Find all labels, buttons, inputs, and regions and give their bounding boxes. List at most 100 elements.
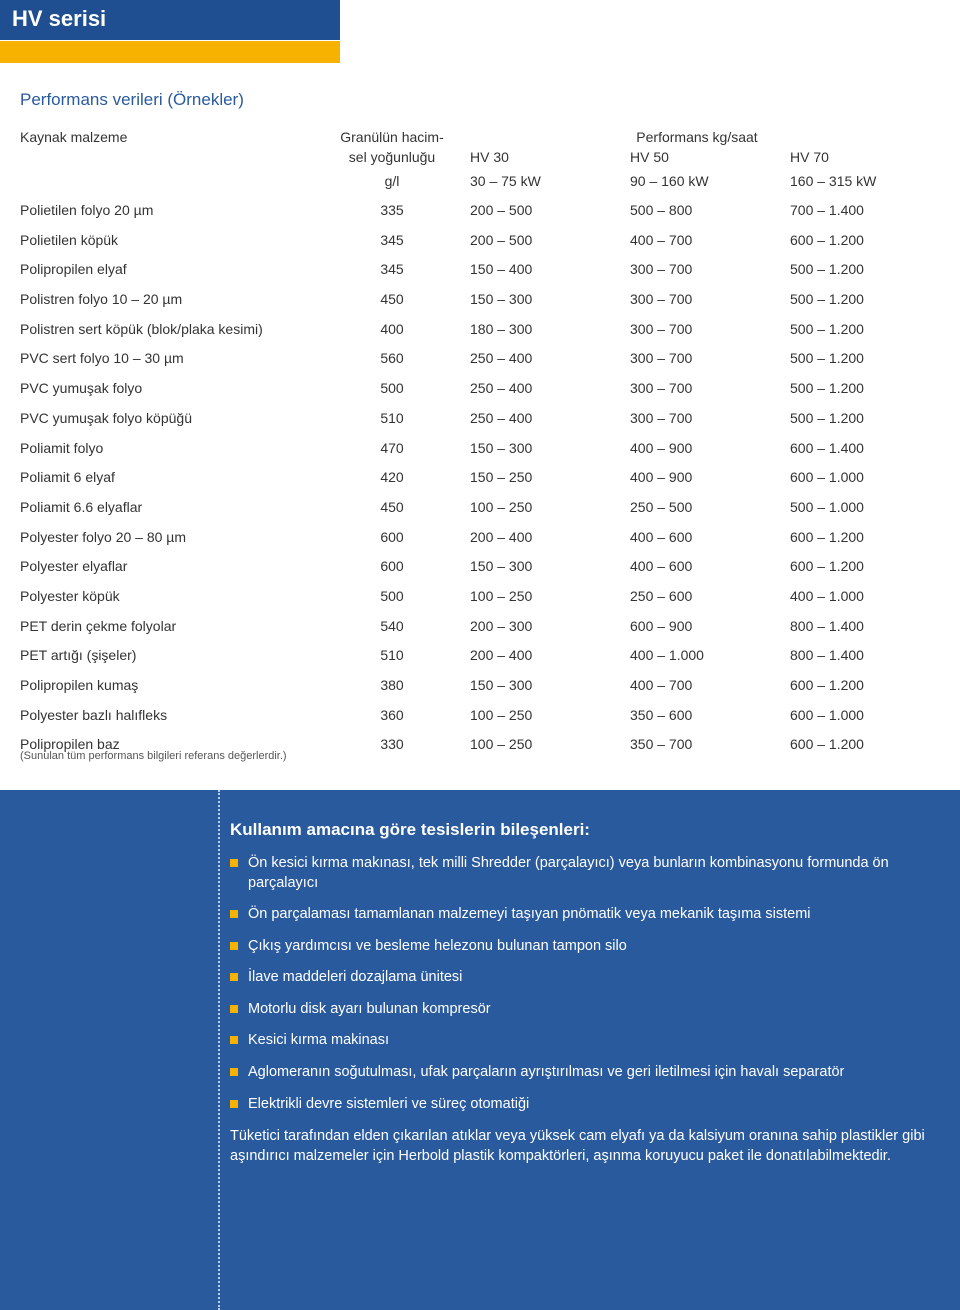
cell-hv30: 150 – 300 xyxy=(460,433,620,463)
cell-material: PET artığı (şişeler) xyxy=(20,641,330,671)
cell-hv30: 150 – 400 xyxy=(460,255,620,285)
cell-hv70: 600 – 1.200 xyxy=(780,225,940,255)
table-row: Polietilen folyo 20 µm335200 – 500500 – … xyxy=(20,194,940,226)
col-hv50a: HV 50 xyxy=(620,145,780,169)
series-title: HV serisi xyxy=(12,6,106,31)
cell-density: 470 xyxy=(330,433,460,463)
cell-hv30: 150 – 300 xyxy=(460,285,620,315)
page-subtitle: Performans verileri (Örnekler) xyxy=(20,90,244,110)
table-row: PET derin çekme folyolar540200 – 300600 … xyxy=(20,611,940,641)
cell-density: 345 xyxy=(330,225,460,255)
table-row: Polyester bazlı halıfleks360100 – 250350… xyxy=(20,700,940,730)
cell-hv70: 800 – 1.400 xyxy=(780,641,940,671)
dotted-separator xyxy=(218,790,220,1310)
table-row: PVC sert folyo 10 – 30 µm560250 – 400300… xyxy=(20,344,940,374)
cell-material: Polyester köpük xyxy=(20,581,330,611)
table-footnote: (Sunulan tüm performans bilgileri refera… xyxy=(20,750,287,762)
cell-density: 600 xyxy=(330,552,460,582)
cell-density: 540 xyxy=(330,611,460,641)
col-hv30b: 30 – 75 kW xyxy=(460,169,620,194)
cell-hv70: 600 – 1.000 xyxy=(780,700,940,730)
cell-material: Polyester elyaflar xyxy=(20,552,330,582)
cell-density: 400 xyxy=(330,314,460,344)
cell-hv70: 500 – 1.200 xyxy=(780,374,940,404)
cell-material: PVC yumuşak folyo köpüğü xyxy=(20,403,330,433)
cell-hv70: 500 – 1.200 xyxy=(780,403,940,433)
cell-hv50: 250 – 600 xyxy=(620,581,780,611)
cell-density: 500 xyxy=(330,374,460,404)
cell-hv30: 200 – 400 xyxy=(460,641,620,671)
cell-material: Polietilen folyo 20 µm xyxy=(20,194,330,226)
table-row: Polyester köpük500100 – 250250 – 600400 … xyxy=(20,581,940,611)
cell-hv30: 100 – 250 xyxy=(460,700,620,730)
cell-hv70: 500 – 1.200 xyxy=(780,344,940,374)
cell-material: Polistren sert köpük (blok/plaka kesimi) xyxy=(20,314,330,344)
cell-hv50: 500 – 800 xyxy=(620,194,780,226)
cell-material: Poliamit 6.6 elyaflar xyxy=(20,492,330,522)
list-item: Ön kesici kırma makınası, tek milli Shre… xyxy=(230,854,930,893)
cell-hv70: 500 – 1.200 xyxy=(780,285,940,315)
cell-hv30: 200 – 300 xyxy=(460,611,620,641)
list-item: Aglomeranın soğutulması, ufak parçaların… xyxy=(230,1063,930,1083)
cell-hv70: 600 – 1.200 xyxy=(780,522,940,552)
cell-material: Polipropilen elyaf xyxy=(20,255,330,285)
cell-material: Poliamit folyo xyxy=(20,433,330,463)
cell-material: Polyester bazlı halıfleks xyxy=(20,700,330,730)
cell-material: PVC sert folyo 10 – 30 µm xyxy=(20,344,330,374)
list-item: Elektrikli devre sistemleri ve süreç oto… xyxy=(230,1095,930,1115)
cell-density: 560 xyxy=(330,344,460,374)
cell-material: PVC yumuşak folyo xyxy=(20,374,330,404)
cell-hv50: 400 – 900 xyxy=(620,463,780,493)
blue-content: Kullanım amacına göre tesislerin bileşen… xyxy=(230,820,930,1167)
cell-hv50: 400 – 600 xyxy=(620,522,780,552)
yellow-strip xyxy=(0,41,340,63)
blue-paragraph: Tüketici tarafından elden çıkarılan atık… xyxy=(230,1126,930,1167)
table-row: Polistren folyo 10 – 20 µm450150 – 30030… xyxy=(20,285,940,315)
table-row: PVC yumuşak folyo500250 – 400300 – 70050… xyxy=(20,374,940,404)
cell-density: 450 xyxy=(330,285,460,315)
table-row: Polyester folyo 20 – 80 µm600200 – 40040… xyxy=(20,522,940,552)
cell-hv50: 250 – 500 xyxy=(620,492,780,522)
cell-hv50: 400 – 900 xyxy=(620,433,780,463)
cell-hv70: 800 – 1.400 xyxy=(780,611,940,641)
list-item: Kesici kırma makinası xyxy=(230,1031,930,1051)
cell-hv50: 300 – 700 xyxy=(620,285,780,315)
cell-material: PET derin çekme folyolar xyxy=(20,611,330,641)
cell-density: 600 xyxy=(330,522,460,552)
col-hv70b: 160 – 315 kW xyxy=(780,169,940,194)
cell-density: 450 xyxy=(330,492,460,522)
cell-hv70: 500 – 1.000 xyxy=(780,492,940,522)
cell-density: 360 xyxy=(330,700,460,730)
blue-list: Ön kesici kırma makınası, tek milli Shre… xyxy=(230,854,930,1114)
cell-hv70: 600 – 1.200 xyxy=(780,730,940,759)
list-item: Çıkış yardımcısı ve besleme helezonu bul… xyxy=(230,937,930,957)
cell-hv70: 700 – 1.400 xyxy=(780,194,940,226)
cell-hv50: 400 – 600 xyxy=(620,552,780,582)
col-density-c: g/l xyxy=(330,169,460,194)
cell-hv30: 150 – 300 xyxy=(460,671,620,701)
col-hv50b: 90 – 160 kW xyxy=(620,169,780,194)
blue-title: Kullanım amacına göre tesislerin bileşen… xyxy=(230,820,930,840)
col-hv70a: HV 70 xyxy=(780,145,940,169)
list-item: Ön parçalaması tamamlanan malzemeyi taşı… xyxy=(230,905,930,925)
table-row: Polyester elyaflar600150 – 300400 – 6006… xyxy=(20,552,940,582)
table-row: Poliamit 6 elyaf420150 – 250400 – 900600… xyxy=(20,463,940,493)
cell-hv30: 180 – 300 xyxy=(460,314,620,344)
col-perf-head: Performans kg/saat xyxy=(460,125,940,145)
cell-hv30: 100 – 250 xyxy=(460,581,620,611)
cell-density: 420 xyxy=(330,463,460,493)
cell-density: 345 xyxy=(330,255,460,285)
cell-hv50: 400 – 700 xyxy=(620,225,780,255)
table-row: PVC yumuşak folyo köpüğü510250 – 400300 … xyxy=(20,403,940,433)
cell-density: 510 xyxy=(330,641,460,671)
cell-hv30: 200 – 400 xyxy=(460,522,620,552)
table-row: Poliamit 6.6 elyaflar450100 – 250250 – 5… xyxy=(20,492,940,522)
cell-density: 380 xyxy=(330,671,460,701)
cell-hv50: 300 – 700 xyxy=(620,255,780,285)
col-density-a: Granülün hacim- xyxy=(330,125,460,145)
cell-hv30: 100 – 250 xyxy=(460,492,620,522)
cell-hv70: 400 – 1.000 xyxy=(780,581,940,611)
cell-hv70: 500 – 1.200 xyxy=(780,255,940,285)
cell-hv50: 300 – 700 xyxy=(620,344,780,374)
cell-hv30: 250 – 400 xyxy=(460,344,620,374)
